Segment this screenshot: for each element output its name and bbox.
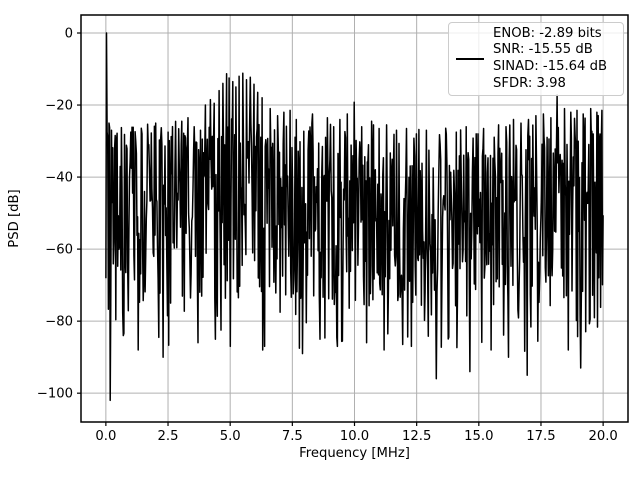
x-tick-label: 12.5 [402, 429, 431, 444]
x-tick-label: 20.0 [588, 429, 617, 444]
x-tick-label: 7.5 [282, 429, 303, 444]
x-tick-label: 17.5 [526, 429, 555, 444]
x-tick-label: 5.0 [220, 429, 241, 444]
y-tick-labels: 0 −20 −40 −60 −80 −100 [37, 27, 73, 402]
x-tick-label: 0.0 [95, 429, 116, 444]
y-axis-label: PSD [dB] [7, 189, 22, 247]
y-tick-label: −60 [45, 243, 73, 258]
x-tick-label: 10.0 [340, 429, 369, 444]
y-axis-ticks [77, 32, 81, 394]
legend: ENOB: -2.89 bits SNR: -15.55 dB SINAD: -… [448, 22, 624, 96]
psd-trace [105, 32, 604, 402]
legend-entry-sinad: SINAD: -15.64 dB [493, 59, 608, 74]
legend-entry-enob: ENOB: -2.89 bits [493, 25, 602, 41]
x-axis-ticks [105, 422, 604, 426]
y-tick-label: −20 [45, 99, 73, 114]
legend-line-sample [456, 57, 484, 61]
y-tick-label: 0 [65, 27, 73, 42]
x-tick-labels: 0.0 2.5 5.0 7.5 10.0 12.5 15.0 17.5 20.0 [95, 429, 617, 444]
y-tick-label: −40 [45, 171, 73, 186]
y-tick-label: −80 [45, 315, 73, 330]
x-tick-label: 2.5 [158, 429, 179, 444]
legend-entry-snr: SNR: -15.55 dB [493, 42, 593, 58]
y-tick-label: −100 [37, 387, 73, 402]
x-tick-label: 15.0 [464, 429, 493, 444]
x-axis-label: Frequency [MHz] [299, 446, 410, 461]
legend-entry-sfdr: SFDR: 3.98 [493, 75, 566, 91]
legend-entries: ENOB: -2.89 bits SNR: -15.55 dB SINAD: -… [493, 26, 607, 92]
